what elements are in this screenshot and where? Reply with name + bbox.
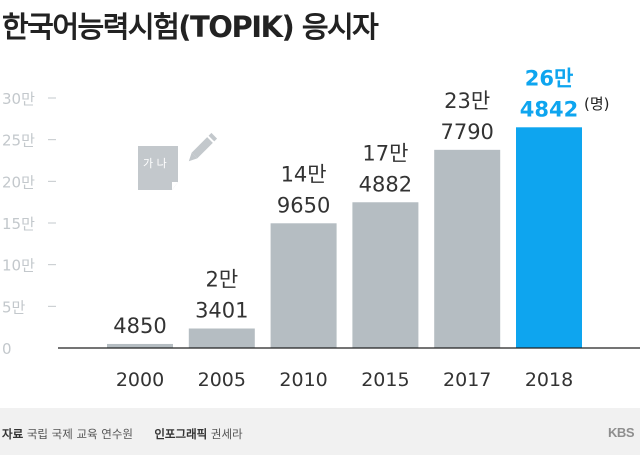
bar-value-label: 9650 xyxy=(277,193,330,217)
bar-value-label-top: 23만 xyxy=(444,89,490,113)
graphic-value: 권세라 xyxy=(210,427,243,441)
y-tick-label: 0 xyxy=(2,340,12,358)
y-tick-label: 25만 xyxy=(2,132,35,150)
source-label: 자료 xyxy=(2,427,24,441)
icon-text: 가 나 xyxy=(143,157,167,170)
bar-2000 xyxy=(107,343,173,348)
bar-2005 xyxy=(188,328,255,348)
bar-value-label: 7790 xyxy=(440,120,493,144)
bar-value-label-top: 14만 xyxy=(281,162,327,186)
x-tick-label: 2005 xyxy=(198,369,246,391)
x-tick-label: 2010 xyxy=(279,369,327,391)
source-value: 국립 국제 교육 연수원 xyxy=(26,427,134,441)
footer: 자료 국립 국제 교육 연수원 인포그래픽 권세라 KBS xyxy=(0,408,640,455)
bar-value-label: 4882 xyxy=(359,172,412,196)
bar-chart: 0 5만 10만 15만 20만 25만 30만 4850 3401 2만 9650 14만 4882… xyxy=(2,66,640,391)
unit-label: (명) xyxy=(584,95,610,113)
y-tick-label: 20만 xyxy=(2,173,35,191)
graphic-label: 인포그래픽 xyxy=(154,427,208,441)
document-pencil-icon: 가 나 xyxy=(138,132,218,190)
y-tick-label: 5만 xyxy=(2,298,26,316)
bar-2017 xyxy=(434,149,501,348)
y-tick-label: 30만 xyxy=(2,90,35,108)
bar-value-label: 4842 xyxy=(520,97,578,121)
bar-value-label-top: 26만 xyxy=(525,66,574,90)
bar-value-label: 4850 xyxy=(113,314,166,338)
footer-credits: 자료 국립 국제 교육 연수원 인포그래픽 권세라 xyxy=(2,426,243,442)
x-tick-label: 2015 xyxy=(361,369,409,391)
y-tick-label: 15만 xyxy=(2,215,35,233)
chart-title: 한국어능력시험(TOPIK) 응시자 xyxy=(2,10,379,44)
bar-value-label: 3401 xyxy=(195,298,248,322)
x-tick-label: 2017 xyxy=(443,369,491,391)
bar-2015 xyxy=(352,202,419,348)
bar-value-label-top: 2만 xyxy=(205,267,238,291)
bar-2010 xyxy=(270,223,337,348)
kbs-logo: KBS xyxy=(608,425,634,440)
bar-2018 xyxy=(516,127,582,348)
x-tick-label: 2000 xyxy=(116,369,164,391)
x-tick-label: 2018 xyxy=(525,369,573,391)
bar-value-label-top: 17만 xyxy=(362,141,408,165)
y-tick-label: 10만 xyxy=(2,257,35,275)
